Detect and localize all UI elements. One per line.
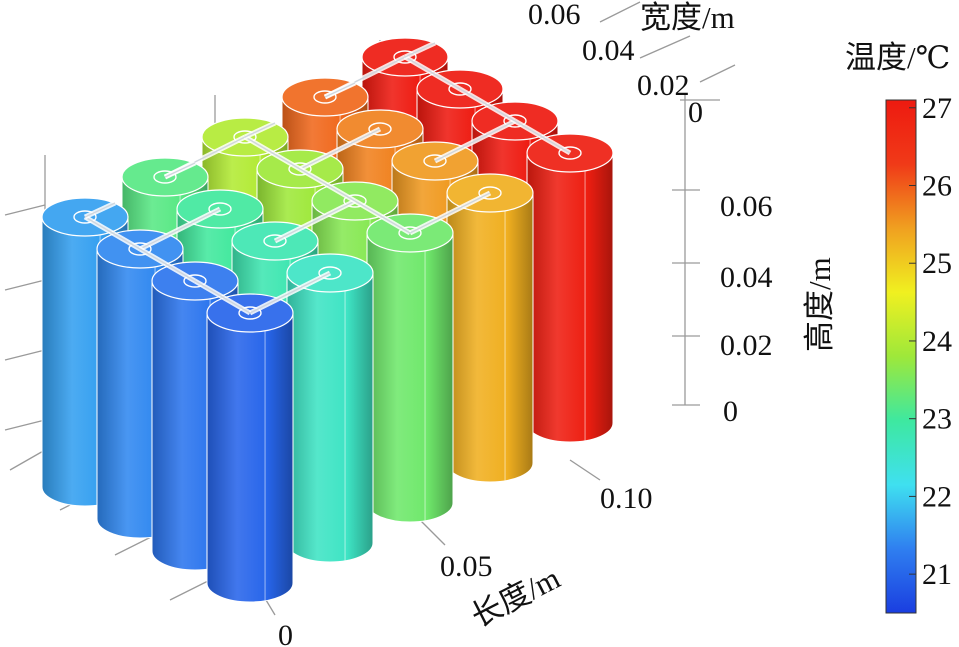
cooling-tube-segment (164, 162, 196, 178)
battery-terminal (263, 234, 287, 248)
height-axis-label: 高度/m (802, 257, 837, 352)
cooling-tube-segment (299, 168, 356, 202)
battery-terminal (398, 226, 422, 240)
cooling-tube-segment (194, 280, 251, 314)
cooling-tube-segment (244, 136, 301, 170)
length-tick-label: 0.05 (440, 550, 493, 583)
battery-cell (286, 253, 374, 563)
battery-terminal (73, 210, 97, 224)
cooling-tube-segment (139, 208, 221, 250)
width-tick-label: 0.02 (637, 69, 690, 102)
cooling-tube-segment (249, 272, 331, 314)
battery-terminal (558, 146, 582, 160)
colorbar-tick-label: 21 (922, 558, 952, 591)
battery-cell (526, 133, 614, 443)
cooling-tube-segment (354, 200, 411, 234)
battery-cell-body (446, 192, 534, 483)
battery-cell-body (366, 232, 454, 523)
colorbar-tick-label: 23 (922, 403, 952, 436)
colorbar: 温度/℃ 27 26 25 24 23 22 21 (845, 40, 952, 614)
width-tick-label: 0.04 (582, 34, 635, 67)
cooling-tube-segment (514, 120, 571, 154)
battery-terminal (208, 202, 232, 216)
battery-cell-array (41, 37, 614, 603)
cooling-tube-segment (244, 122, 276, 138)
battery-cell (446, 173, 534, 483)
cooling-tube-segment (139, 248, 196, 282)
battery-terminal (318, 266, 342, 280)
height-tick-label: 0.04 (720, 261, 773, 294)
height-tick-label: 0 (723, 395, 738, 428)
cooling-tube-segment (404, 56, 461, 90)
height-tick-label: 0.06 (720, 190, 773, 223)
battery-terminal (478, 186, 502, 200)
battery-terminal (128, 242, 152, 256)
battery-terminal (423, 154, 447, 168)
width-tick-label: 0.06 (528, 0, 581, 31)
battery-terminal (448, 82, 472, 96)
colorbar-tick-label: 26 (922, 170, 952, 203)
colorbar-ticks: 27 26 25 24 23 22 21 (909, 92, 952, 591)
battery-cell-body (206, 312, 294, 603)
cooling-tube-segment (84, 216, 141, 250)
battery-terminal (233, 130, 257, 144)
battery-terminal (313, 90, 337, 104)
cooling-tube-network (83, 40, 572, 316)
battery-terminal (368, 122, 392, 136)
colorbar-tick-label: 27 (922, 92, 952, 125)
length-tick-label: 0.10 (600, 482, 653, 515)
cooling-tube-segment (299, 128, 381, 170)
battery-terminal (393, 50, 417, 64)
colorbar-tick-label: 24 (922, 325, 952, 358)
battery-terminal (288, 162, 312, 176)
cooling-tube-segment (84, 202, 116, 218)
height-tick-label: 0.02 (720, 329, 773, 362)
battery-cell-body (286, 272, 374, 563)
battery-terminal (153, 170, 177, 184)
height-axis: 0.06 0.04 0.02 0 高度/m (720, 190, 837, 428)
battery-terminal (183, 274, 207, 288)
cooling-tube-segment (459, 88, 516, 122)
battery-terminal (238, 306, 262, 320)
cooling-tube-segment (434, 120, 516, 162)
width-axis: 0.06 0.04 0.02 0 宽度/m (528, 0, 735, 129)
battery-terminal (343, 194, 367, 208)
battery-cell (206, 293, 294, 603)
cooling-tube-segment (409, 192, 491, 234)
width-tick-label: 0 (688, 96, 703, 129)
battery-terminal (503, 114, 527, 128)
width-axis-label: 宽度/m (640, 0, 735, 35)
length-tick-label: 0 (278, 619, 293, 647)
cooling-tube-segment (274, 200, 356, 242)
colorbar-tick-label: 25 (922, 247, 952, 280)
colorbar-tick-label: 22 (922, 480, 952, 513)
battery-cell-body (526, 152, 614, 443)
cooling-tube-segment (324, 82, 356, 98)
colorbar-gradient (885, 99, 917, 614)
colorbar-title: 温度/℃ (845, 40, 950, 75)
battery-cell (366, 213, 454, 523)
cooling-tube-segment (404, 42, 436, 58)
